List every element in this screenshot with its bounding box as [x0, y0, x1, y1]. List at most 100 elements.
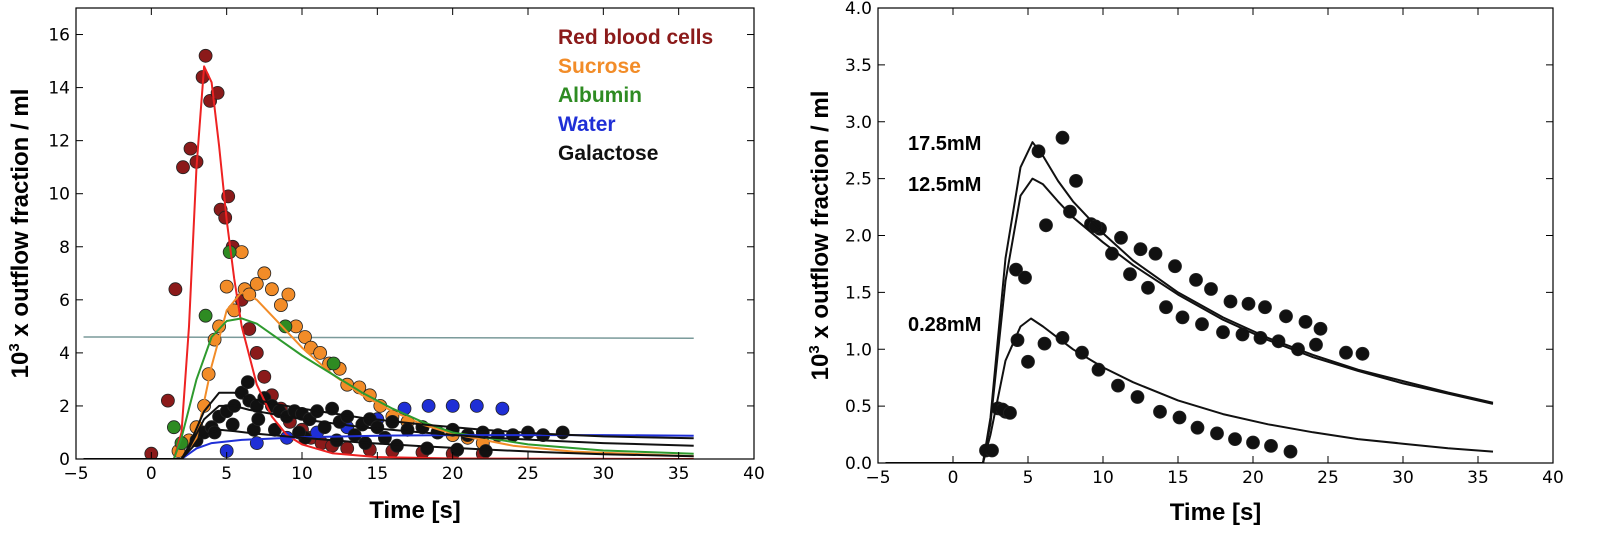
data-point-17-5mm [1133, 242, 1148, 257]
data-point-12-5mm [1123, 267, 1137, 282]
data-point-galactose [225, 417, 240, 432]
data-point-water [445, 398, 460, 413]
data-point-17-5mm [1339, 345, 1353, 360]
y-tick-label: 2.0 [845, 227, 872, 247]
data-point-17-5mm [1168, 259, 1182, 274]
data-point-17-5mm [1223, 294, 1238, 309]
y-tick-label: 0 [59, 450, 70, 470]
legend-entry-albumin: Albumin [558, 84, 642, 107]
fit-curve-17-5mm [885, 141, 1494, 463]
data-points [144, 48, 570, 459]
legend-entry-sucrose: Sucrose [558, 55, 641, 78]
x-tick-label: 40 [743, 464, 765, 484]
data-point-0-28mm [1246, 435, 1260, 450]
data-point-sucrose [257, 266, 272, 281]
x-tick-label: 15 [367, 464, 389, 484]
plot-area [83, 48, 694, 459]
data-point-sucrose [234, 245, 249, 260]
data-point-17-5mm [1039, 218, 1053, 233]
y-tick-label: 3.5 [845, 56, 872, 76]
x-axis-title: Time [s] [369, 497, 461, 524]
concentration-label: 0.28mM [908, 314, 981, 336]
data-point-albumin [166, 420, 181, 435]
x-tick-label: 0 [948, 468, 959, 488]
fit-curve-galactose [83, 391, 694, 459]
data-point-galactose [240, 375, 255, 390]
data-point-0-28mm [1003, 405, 1017, 420]
data-point-12-5mm [1195, 317, 1209, 332]
data-point-12-5mm [1159, 300, 1173, 315]
legend-entry-red-blood-cells: Red blood cells [558, 26, 713, 49]
data-point-red-blood-cells [176, 160, 190, 175]
data-point-albumin [326, 356, 341, 371]
y-tick-label: 4 [59, 344, 70, 364]
data-point-galactose [555, 425, 570, 440]
data-point-17-5mm [1069, 173, 1083, 188]
y-tick-label: 0.0 [845, 454, 872, 474]
fit-curve-red-blood-cells [83, 65, 694, 459]
data-point-12-5mm [1175, 310, 1190, 325]
data-point-red-blood-cells [160, 393, 175, 408]
y-tick-label: 3.0 [845, 113, 872, 133]
data-point-17-5mm [1204, 282, 1218, 296]
x-tick-label: 5 [221, 464, 232, 484]
y-tick-label: 12 [48, 132, 70, 152]
data-point-red-blood-cells [168, 282, 183, 297]
data-point-12-5mm [1216, 325, 1230, 340]
data-point-12-5mm [1141, 280, 1155, 295]
data-point-sucrose [313, 345, 328, 360]
data-point-17-5mm [1258, 300, 1272, 315]
data-point-17-5mm [1189, 272, 1203, 287]
y-tick-label: 4.0 [845, 0, 872, 19]
data-point-galactose [420, 441, 435, 456]
x-tick-label: 35 [668, 464, 690, 484]
y-tick-label: 8 [59, 238, 70, 258]
x-tick-label: 30 [593, 464, 615, 484]
x-tick-label: −5 [63, 464, 88, 484]
data-point-0-28mm [1283, 444, 1298, 459]
x-tick-label: −5 [865, 468, 890, 488]
data-point-sucrose [264, 282, 279, 297]
data-point-0-28mm [1111, 378, 1125, 393]
data-point-0-28mm [1264, 438, 1278, 453]
data-point-sucrose [273, 298, 288, 313]
data-point-red-blood-cells [210, 86, 225, 100]
x-tick-label: 30 [1392, 468, 1414, 488]
data-point-0-28mm [1055, 330, 1070, 345]
data-point-17-5mm [1055, 130, 1070, 145]
fit-curves [83, 65, 694, 459]
data-point-sucrose [281, 287, 296, 302]
data-point-17-5mm [1148, 246, 1163, 261]
y-tick-label: 2.5 [845, 170, 872, 190]
fit-curve-galactose [83, 404, 694, 459]
data-point-17-5mm [1063, 204, 1077, 219]
x-tick-label: 20 [1242, 468, 1264, 488]
plot-frame [75, 7, 755, 460]
data-point-galactose [478, 444, 493, 458]
y-tick-label: 6 [59, 291, 70, 311]
data-point-17-5mm [1114, 230, 1128, 245]
x-tick-label: 10 [1092, 468, 1114, 488]
data-point-red-blood-cells [242, 322, 257, 336]
x-axis-title: Time [s] [1170, 499, 1262, 526]
data-point-red-blood-cells [257, 369, 272, 384]
fit-curve-0-28mm [885, 317, 1494, 463]
data-point-12-5mm [1309, 337, 1323, 352]
x-tick-label: 35 [1467, 468, 1489, 488]
concentration-label: 12.5mM [908, 174, 981, 196]
x-tick-label: 0 [146, 464, 157, 484]
data-point-galactose [450, 442, 465, 457]
fit-curve-galactose [83, 428, 694, 459]
data-point-galactose [251, 412, 266, 427]
data-point-0-28mm [1037, 336, 1052, 351]
y-axis-title: 103 x outflow fraction / ml [806, 91, 834, 381]
legend-entry-water: Water [558, 113, 616, 136]
x-tick-label: 5 [1023, 468, 1034, 488]
data-point-12-5mm [1009, 262, 1023, 277]
data-point-0-28mm [1153, 404, 1167, 419]
x-tick-label: 25 [1317, 468, 1339, 488]
y-tick-label: 14 [48, 79, 70, 99]
data-point-water [469, 398, 484, 413]
